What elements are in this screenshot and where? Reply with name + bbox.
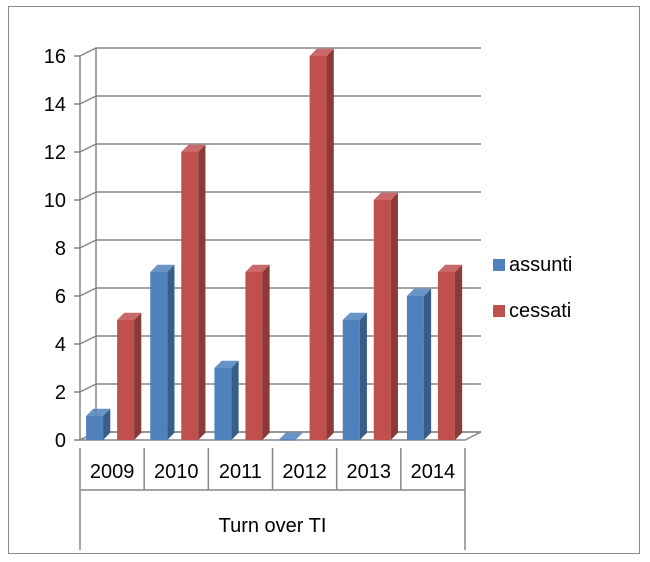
x-tick-label: 2011 bbox=[219, 461, 262, 483]
bar-side-face bbox=[359, 312, 367, 440]
bar-top-face bbox=[406, 288, 432, 296]
x-tick-label: 2010 bbox=[154, 461, 199, 483]
bar-assunti-2012 bbox=[278, 432, 303, 441]
y-tick-label: 2 bbox=[55, 382, 66, 404]
bar-top-face bbox=[437, 264, 463, 272]
legend-label-cessati: cessati bbox=[509, 300, 571, 322]
bars bbox=[86, 48, 463, 441]
bar-cessati-2014 bbox=[437, 264, 463, 440]
bar-assunti-2011 bbox=[214, 360, 239, 440]
bar-side-face bbox=[326, 48, 334, 441]
y-tick-label: 4 bbox=[55, 334, 66, 356]
bar-assunti-2014 bbox=[406, 288, 432, 440]
legend: assunti cessati bbox=[493, 254, 572, 322]
x-tick-label: 2013 bbox=[347, 461, 392, 483]
bar-side-face bbox=[134, 312, 142, 440]
bar-side-face bbox=[231, 360, 239, 440]
bar-side-face bbox=[390, 192, 398, 440]
y-tick-label: 14 bbox=[44, 94, 66, 116]
gridline bbox=[79, 239, 481, 249]
bar-top-face bbox=[86, 408, 111, 416]
bar-top-face bbox=[245, 264, 270, 272]
gridline bbox=[79, 191, 481, 201]
bar-assunti-2013 bbox=[342, 312, 367, 440]
bar-cessati-2009 bbox=[117, 312, 142, 440]
bar-front-face bbox=[309, 56, 327, 440]
bar-front-face bbox=[150, 272, 168, 440]
y-tick-label: 0 bbox=[55, 430, 66, 452]
bar-front-face bbox=[406, 296, 424, 440]
bar-top-face bbox=[214, 360, 239, 368]
x-tick-label: 2009 bbox=[90, 461, 135, 483]
x-tick-label: 2012 bbox=[282, 461, 327, 483]
y-tick-label: 8 bbox=[55, 238, 66, 260]
bar-side-face bbox=[198, 144, 206, 441]
bar-top-face bbox=[150, 264, 175, 272]
bar-front-face bbox=[437, 272, 455, 440]
legend-swatch-cessati bbox=[493, 305, 505, 317]
bar-side-face bbox=[262, 264, 270, 440]
bar-front-face bbox=[278, 440, 296, 441]
legend-swatch-assunti bbox=[493, 259, 505, 271]
y-tick-label: 12 bbox=[44, 142, 66, 164]
gridline bbox=[79, 47, 481, 57]
chart-frame bbox=[8, 6, 640, 554]
bar-front-face bbox=[86, 416, 104, 440]
bar-top-face bbox=[342, 312, 367, 320]
legend-label-assunti: assunti bbox=[509, 254, 572, 276]
x-axis: 2009 2010 2011 2012 2013 2014 Turn over TI bbox=[79, 448, 466, 550]
bar-front-face bbox=[181, 152, 199, 440]
bar-side-face bbox=[167, 264, 175, 440]
bar-side-face bbox=[103, 408, 111, 440]
bar-front-face bbox=[245, 272, 263, 440]
bar-top-face bbox=[373, 192, 398, 200]
bar-assunti-2009 bbox=[86, 408, 111, 440]
gridline bbox=[79, 287, 481, 297]
bar-front-face bbox=[373, 200, 391, 440]
bar-side-face bbox=[423, 288, 432, 440]
bar-top-face bbox=[181, 144, 206, 152]
bar-top-face bbox=[117, 312, 142, 320]
y-tick-label: 6 bbox=[55, 286, 66, 308]
gridline bbox=[79, 143, 481, 153]
bar-front-face bbox=[117, 320, 135, 440]
bar-top-face bbox=[278, 432, 303, 440]
bar-front-face bbox=[342, 320, 360, 440]
bar-side-face bbox=[454, 264, 463, 440]
bar-front-face bbox=[214, 368, 232, 440]
x-tick-label: 2014 bbox=[411, 461, 456, 483]
y-tick-label: 16 bbox=[44, 46, 66, 68]
bar-assunti-2010 bbox=[150, 264, 175, 440]
bar-top-face bbox=[309, 48, 334, 56]
bar-cessati-2012 bbox=[309, 48, 334, 441]
bar-cessati-2011 bbox=[245, 264, 270, 440]
bar-cessati-2013 bbox=[373, 192, 398, 440]
x-axis-group-label: Turn over TI bbox=[219, 515, 327, 537]
y-axis-ticks: 0 2 4 6 8 10 12 14 16 bbox=[44, 46, 66, 452]
gridline bbox=[79, 95, 481, 105]
y-tick-label: 10 bbox=[44, 190, 66, 212]
bar-cessati-2010 bbox=[181, 144, 206, 441]
